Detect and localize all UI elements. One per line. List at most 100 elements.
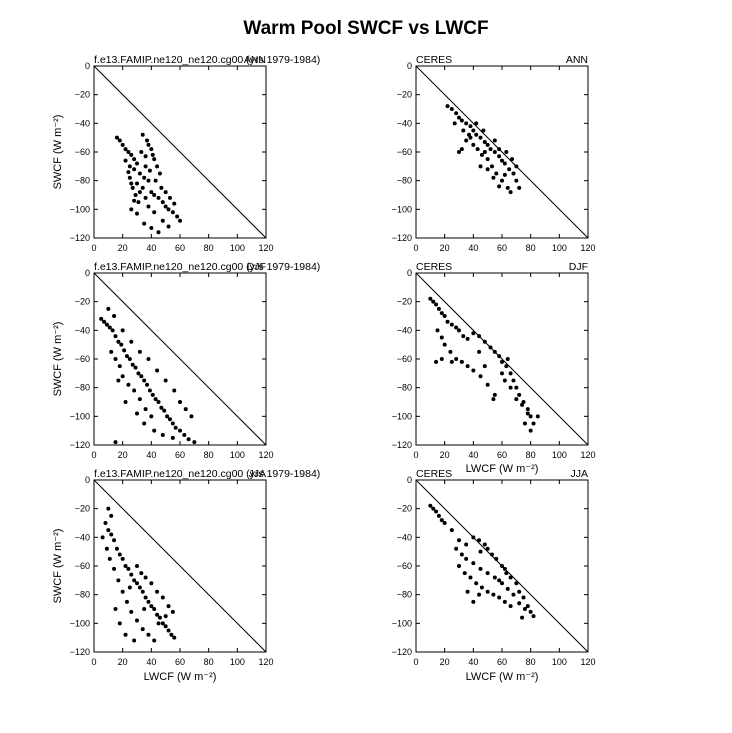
panel-left-label: CERES	[416, 468, 452, 480]
data-point	[459, 147, 464, 152]
data-point	[117, 364, 122, 369]
data-point	[122, 348, 127, 353]
data-point	[471, 142, 476, 147]
data-point	[124, 599, 129, 604]
panel-right-label: ANN	[244, 54, 266, 66]
data-point	[482, 150, 487, 154]
data-point	[112, 538, 117, 543]
data-point	[123, 158, 128, 163]
data-point	[166, 207, 171, 212]
data-point	[132, 167, 137, 172]
data-point	[155, 164, 160, 169]
data-point	[474, 581, 479, 586]
data-point	[107, 556, 112, 561]
panel-right-label: DJF	[569, 261, 588, 273]
data-point	[163, 204, 168, 209]
data-point	[162, 408, 167, 413]
data-point	[149, 225, 154, 230]
x-tick-label: 0	[91, 657, 96, 667]
data-point	[528, 414, 533, 419]
data-point	[126, 150, 131, 154]
data-point	[477, 334, 482, 339]
data-point	[442, 521, 447, 525]
data-point	[477, 349, 482, 354]
data-point	[485, 167, 490, 172]
data-point	[485, 157, 490, 162]
data-point	[482, 139, 487, 144]
data-point	[457, 115, 461, 120]
y-tick-label: −80	[75, 590, 90, 600]
data-point	[169, 632, 174, 637]
data-point	[434, 359, 439, 364]
data-point	[521, 595, 526, 600]
y-tick-label: −20	[75, 297, 90, 307]
data-point	[129, 181, 134, 186]
data-point	[514, 164, 519, 169]
data-point	[140, 185, 145, 190]
data-point	[474, 132, 479, 137]
data-point	[457, 564, 461, 568]
data-point	[149, 190, 154, 195]
data-point	[120, 589, 125, 594]
data-point	[155, 589, 160, 594]
data-point	[464, 121, 469, 126]
x-tick-label: 120	[580, 450, 595, 460]
data-point	[535, 414, 540, 419]
data-point	[477, 538, 482, 543]
data-point	[454, 357, 459, 361]
data-point	[166, 604, 171, 609]
data-point	[127, 585, 132, 590]
data-point	[471, 331, 476, 336]
data-point	[159, 405, 164, 410]
data-point	[502, 599, 507, 604]
scatter-panel-1: 0 20 40 60 80 100 120 0 −20 −40 −60 −80 −100 −120 f.e1…	[52, 54, 320, 253]
data-point	[522, 607, 527, 611]
data-point	[146, 142, 151, 147]
reference-line	[93, 65, 267, 239]
data-point	[123, 400, 128, 404]
data-point	[117, 621, 122, 626]
data-point	[475, 147, 480, 152]
x-tick-label: 0	[91, 243, 96, 253]
x-tick-label: 120	[258, 657, 273, 667]
data-point	[130, 185, 135, 190]
data-point	[170, 435, 175, 440]
data-point	[137, 349, 142, 354]
y-axis-label: SWCF (W m⁻²)	[52, 529, 64, 604]
data-point	[139, 150, 144, 154]
data-point	[113, 440, 118, 445]
data-point	[491, 592, 496, 597]
data-point	[465, 364, 470, 369]
data-point	[140, 627, 145, 632]
data-point	[479, 585, 484, 590]
data-point	[436, 306, 441, 311]
data-point	[492, 392, 497, 397]
x-tick-label: 0	[413, 450, 418, 460]
data-point	[127, 164, 132, 169]
data-point	[500, 178, 504, 183]
y-tick-label: −40	[397, 325, 412, 335]
y-tick-label: −20	[75, 90, 90, 100]
x-tick-label: 80	[526, 657, 536, 667]
data-point	[143, 154, 148, 159]
data-point	[497, 154, 502, 159]
data-point	[459, 359, 464, 364]
data-point	[153, 397, 158, 402]
data-point	[142, 221, 147, 226]
data-point	[152, 638, 157, 643]
data-point	[434, 302, 439, 307]
x-tick-label: 60	[497, 657, 507, 667]
y-tick-label: −60	[75, 147, 90, 157]
data-point	[508, 604, 513, 609]
data-point	[508, 371, 513, 376]
data-point	[502, 172, 507, 177]
x-tick-label: 100	[230, 243, 245, 253]
panel-left-label: f.e13.FAMIP.ne120_ne120.cg00 (yrs 1979-1…	[94, 261, 320, 273]
data-point	[504, 150, 509, 154]
data-point	[449, 107, 454, 111]
data-point	[464, 138, 469, 143]
y-tick-label: 0	[407, 475, 412, 485]
data-point	[160, 595, 165, 600]
data-point	[170, 210, 175, 215]
data-point	[465, 336, 470, 341]
